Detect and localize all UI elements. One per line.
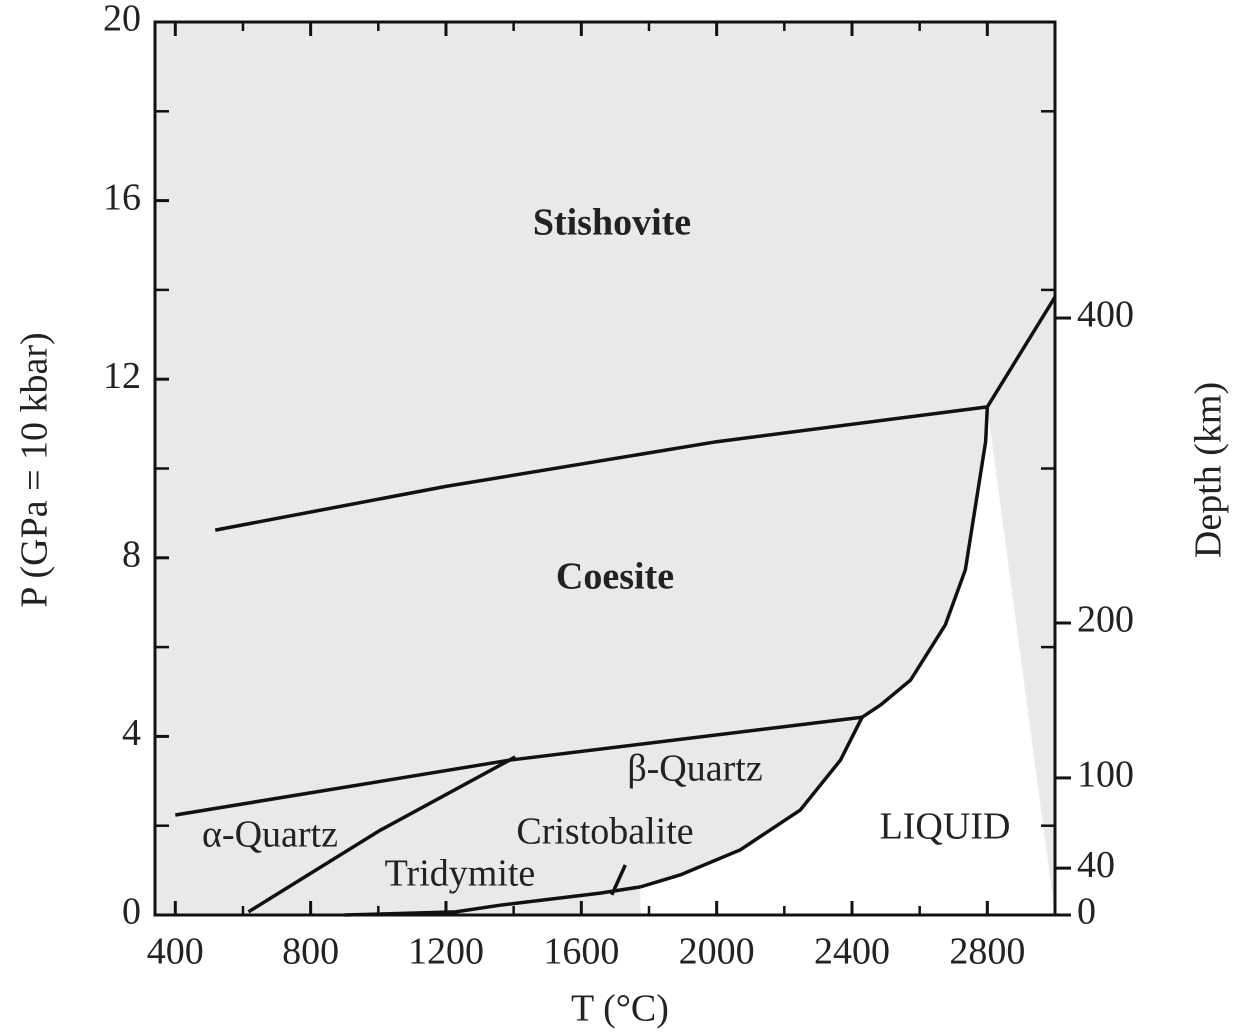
phase-boundary	[214, 405, 988, 532]
y2-tick-label: 40	[1077, 844, 1115, 886]
x-tick-label: 1600	[543, 931, 619, 973]
x-tick-label: 1200	[408, 931, 484, 973]
x-tick-label: 2800	[949, 931, 1025, 973]
phase-label: β-Quartz	[627, 748, 762, 790]
y-tick-label: 8	[122, 534, 141, 576]
y2-axis-label: Depth (km)	[1188, 382, 1230, 558]
y2-tick-label: 0	[1077, 891, 1096, 933]
x-tick-label: 400	[147, 931, 204, 973]
x-tick-label: 800	[282, 931, 339, 973]
x-tick-label: 2000	[679, 931, 755, 973]
phase-label: Stishovite	[533, 202, 691, 244]
phase-label: Coesite	[556, 556, 674, 598]
phase-boundary	[640, 716, 864, 889]
y-tick-label: 4	[122, 712, 141, 754]
phase-boundary	[985, 296, 1057, 408]
y-tick-label: 20	[103, 0, 141, 40]
phase-boundary	[861, 406, 990, 719]
liquid-field	[640, 297, 1055, 915]
phase-label: Tridymite	[385, 853, 536, 895]
y2-tick-label: 200	[1077, 599, 1134, 641]
y-tick-label: 12	[103, 355, 141, 397]
x-axis-label: T (°C)	[571, 988, 669, 1030]
y2-tick-label: 400	[1077, 294, 1134, 336]
x-tick-label: 2400	[814, 931, 890, 973]
phase-boundary	[247, 755, 517, 914]
y2-tick-label: 100	[1077, 754, 1134, 796]
y-tick-label: 16	[103, 176, 141, 218]
phase-label: LIQUID	[880, 806, 1011, 848]
phase-label: α-Quartz	[202, 814, 338, 856]
phase-boundary	[610, 864, 627, 896]
y-tick-label: 0	[122, 891, 141, 933]
phase-label: Cristobalite	[516, 811, 693, 853]
y-axis-label: P (GPa = 10 kbar)	[14, 332, 56, 607]
